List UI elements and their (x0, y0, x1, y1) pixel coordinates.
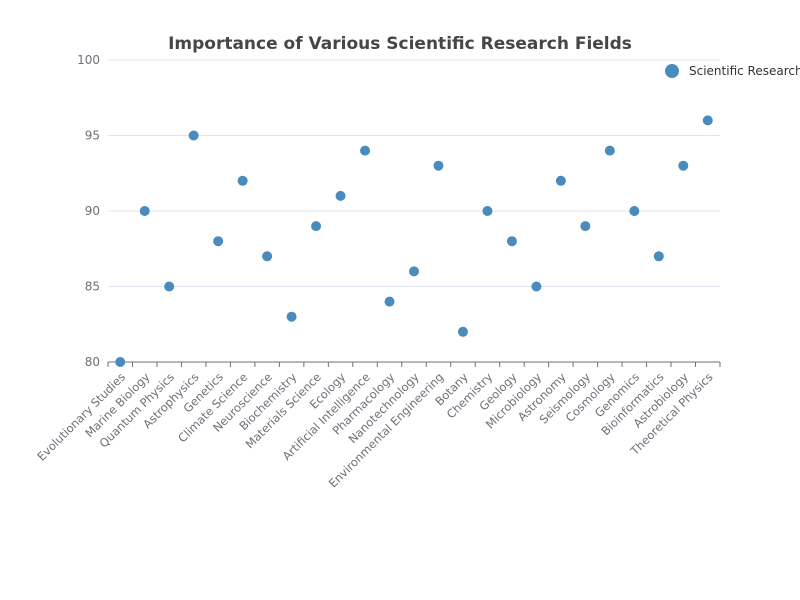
data-point[interactable] (384, 296, 395, 307)
data-point[interactable] (188, 130, 199, 141)
data-point[interactable] (531, 281, 542, 292)
data-point[interactable] (262, 251, 273, 262)
data-point[interactable] (702, 115, 713, 126)
data-points (115, 115, 713, 367)
data-point[interactable] (604, 145, 615, 156)
legend-label[interactable]: Scientific Research (689, 64, 800, 78)
data-point[interactable] (629, 206, 640, 216)
y-tick-label: 90 (85, 204, 100, 218)
chart-title: Importance of Various Scientific Researc… (168, 34, 632, 54)
data-point[interactable] (433, 160, 444, 171)
data-point[interactable] (482, 206, 493, 216)
data-point[interactable] (311, 221, 322, 232)
data-point[interactable] (409, 266, 419, 277)
y-tick-label: 85 (85, 280, 100, 294)
data-point[interactable] (555, 175, 566, 186)
y-tick-label: 100 (77, 53, 100, 67)
grid-lines (108, 59, 720, 287)
data-point[interactable] (286, 311, 297, 322)
data-point[interactable] (164, 281, 175, 292)
data-point[interactable] (237, 175, 248, 186)
data-point[interactable] (335, 190, 346, 201)
y-tick-label: 95 (85, 129, 100, 143)
data-point[interactable] (506, 236, 517, 247)
data-point[interactable] (678, 160, 689, 171)
data-point[interactable] (213, 236, 224, 247)
y-tick-label: 80 (85, 355, 100, 369)
data-point[interactable] (457, 326, 468, 337)
y-axis: 80 85 90 95 100 (77, 53, 100, 369)
data-point[interactable] (360, 145, 371, 156)
data-point[interactable] (653, 251, 664, 262)
data-point[interactable] (139, 206, 150, 216)
data-point[interactable] (115, 357, 126, 367)
legend-marker[interactable] (665, 64, 679, 78)
legend[interactable]: Scientific Research (665, 64, 800, 78)
data-point[interactable] (580, 221, 591, 232)
